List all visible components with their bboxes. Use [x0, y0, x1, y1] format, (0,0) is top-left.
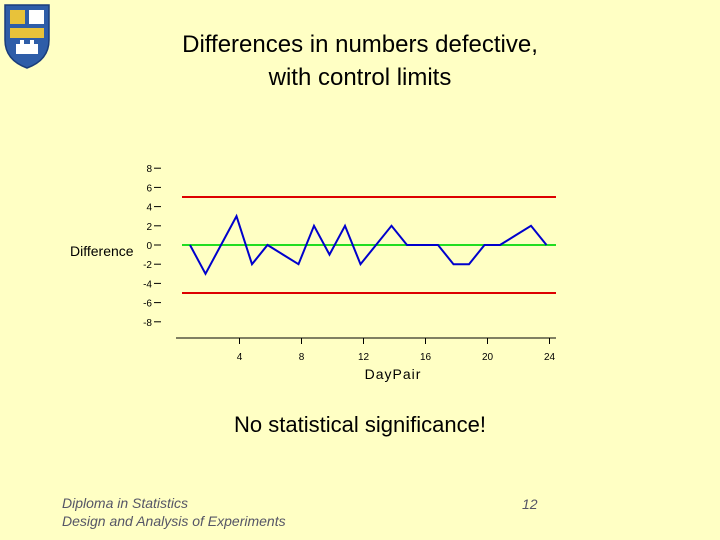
university-crest-icon	[4, 4, 50, 69]
footer-line-1: Diploma in Statistics	[62, 495, 189, 511]
title-line-1: Differences in numbers defective,	[182, 31, 538, 58]
x-tick-label: 12	[358, 352, 370, 363]
x-axis-label: DayPair	[365, 366, 422, 382]
title-line-2: with control limits	[268, 64, 452, 91]
x-tick-label: 20	[482, 352, 494, 363]
y-tick-label: 0	[146, 241, 152, 252]
page-number: 12	[522, 496, 538, 512]
y-tick-label: -2	[143, 260, 152, 271]
x-tick-label: 16	[420, 352, 432, 363]
chart-series	[189, 213, 548, 276]
y-tick-label: 4	[146, 203, 152, 214]
footer: Diploma in Statistics Design and Analysi…	[62, 494, 286, 530]
caption: No statistical significance!	[234, 412, 486, 437]
y-tick-label: -4	[143, 279, 152, 290]
difference-series-line	[189, 213, 548, 276]
y-tick-label: 6	[146, 183, 152, 194]
x-tick-label: 4	[237, 352, 243, 363]
x-tick-label: 24	[544, 352, 556, 363]
y-tick-label: -8	[143, 318, 152, 329]
y-tick-label: 8	[146, 164, 152, 175]
footer-line-2: Design and Analysis of Experiments	[62, 513, 286, 529]
y-tick-label: 2	[146, 222, 152, 233]
y-tick-label: -6	[143, 299, 152, 310]
y-axis-label: Difference	[70, 243, 134, 259]
x-tick-label: 8	[299, 352, 305, 363]
slide-title: Differences in numbers defective, with c…	[100, 28, 620, 94]
